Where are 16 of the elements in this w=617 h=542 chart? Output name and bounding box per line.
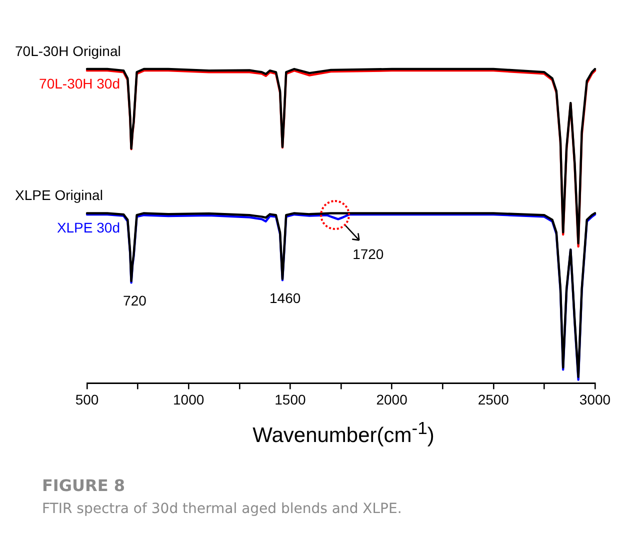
annotation: 720 <box>123 292 147 309</box>
series-label: 70L-30H Original <box>15 42 121 59</box>
annotation: 1720 <box>352 246 384 262</box>
series-label: 70L-30H 30d <box>39 75 120 92</box>
annotation: 1460 <box>269 290 301 306</box>
x-tick-label: 500 <box>75 391 99 408</box>
x-tick-label: 1500 <box>274 391 306 408</box>
x-tick-label: 1000 <box>173 391 204 408</box>
x-tick-label: 2000 <box>376 391 408 408</box>
x-axis-title: Wavenumber(cm$^{-1}$) <box>252 418 436 448</box>
x-tick-label: 3000 <box>579 391 611 408</box>
series-label: XLPE 30d <box>56 219 120 236</box>
series-label: XLPE Original <box>15 187 103 204</box>
text: FTIR spectra of 30d thermal aged blends and XLPE. <box>42 501 403 517</box>
x-tick-label: 2500 <box>478 391 510 408</box>
text: FIGURE 8 <box>42 476 126 495</box>
